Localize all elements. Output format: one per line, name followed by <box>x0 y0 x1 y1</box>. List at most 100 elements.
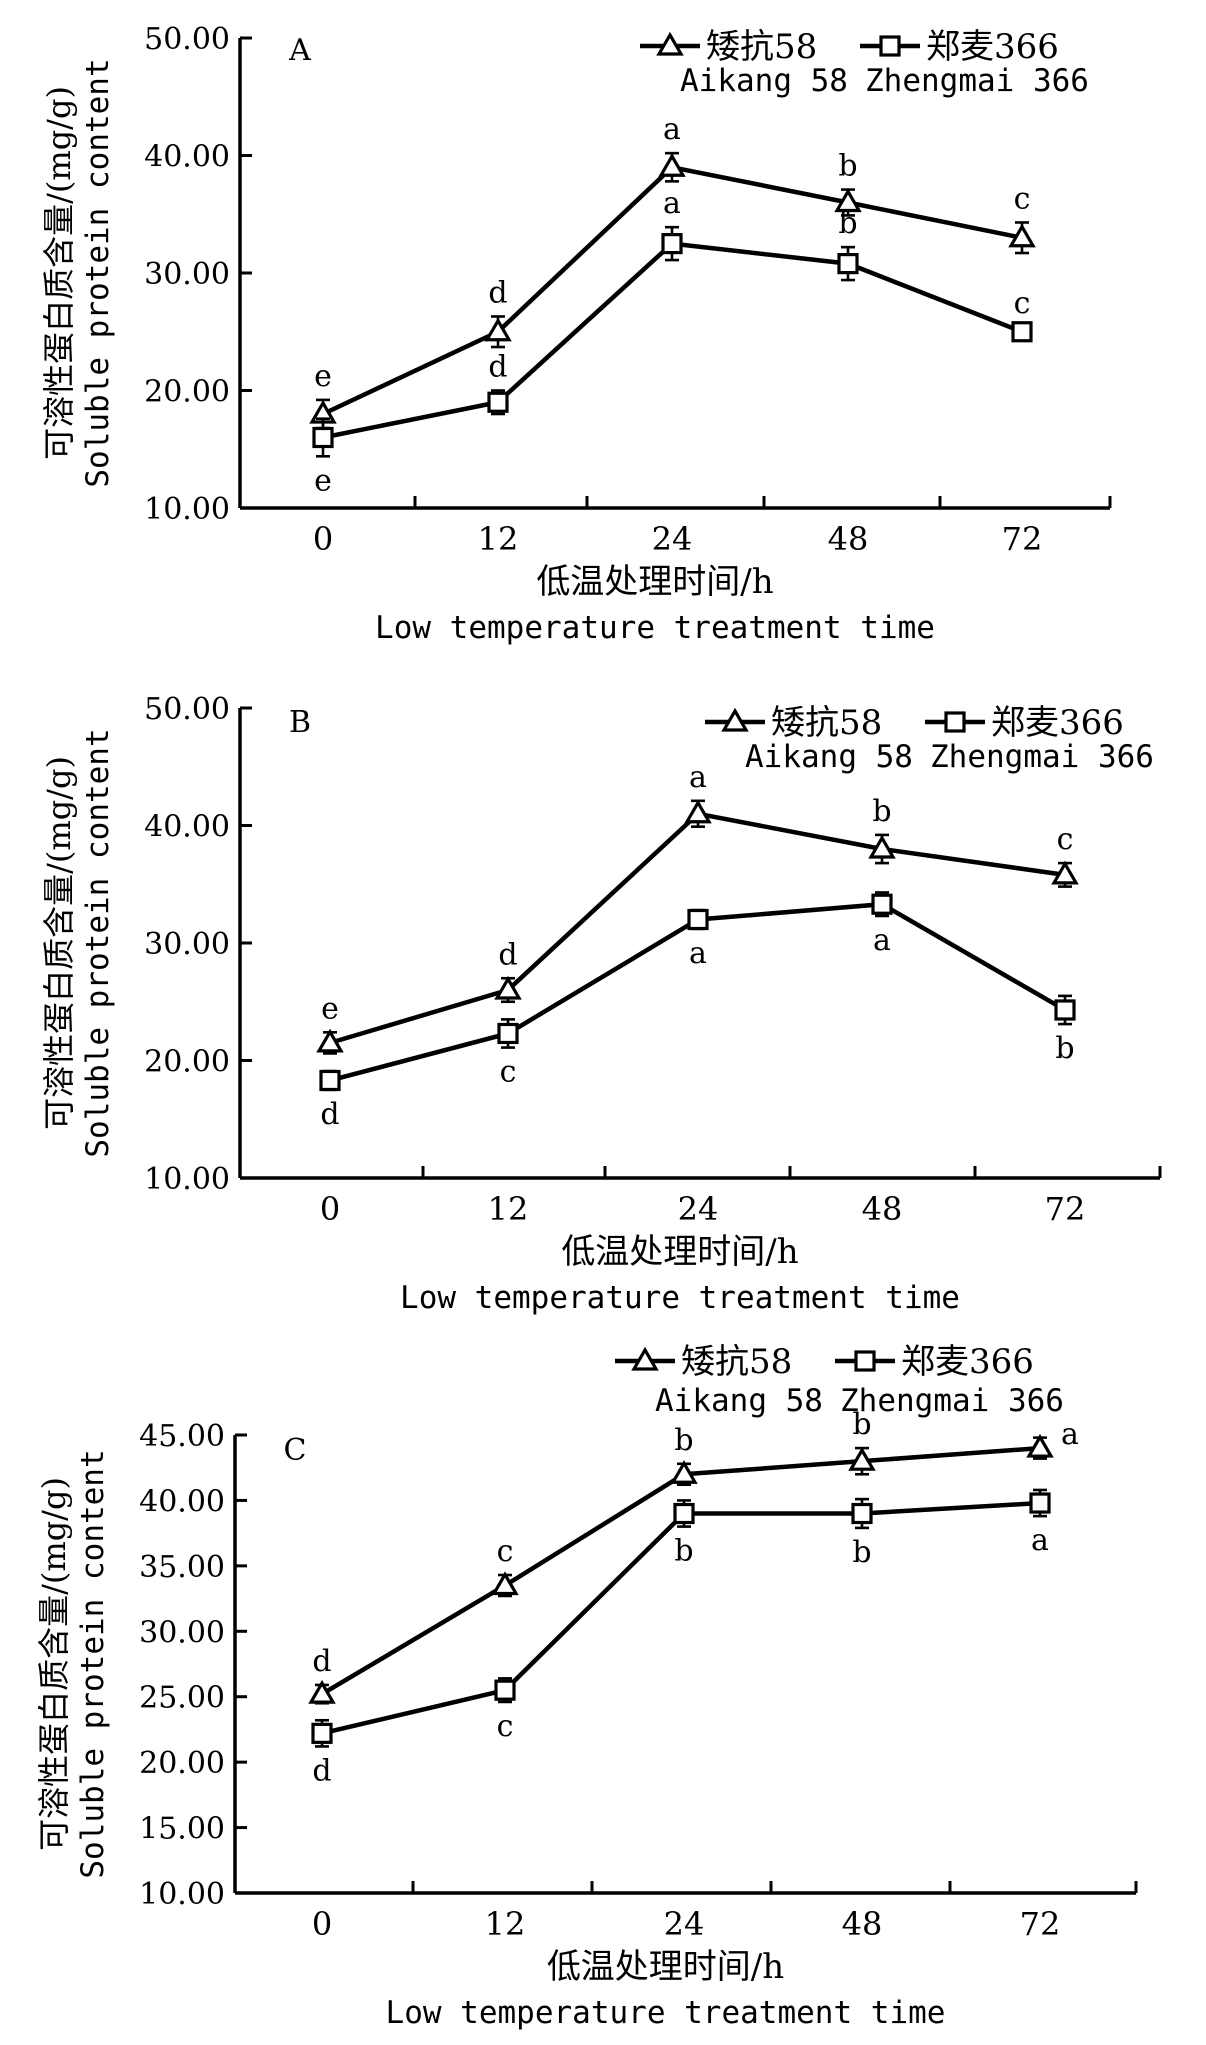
significance-letter: b <box>852 1535 871 1570</box>
x-tick-label: 24 <box>664 1905 705 1943</box>
legend-marker-square <box>879 35 901 57</box>
significance-letter: c <box>1057 822 1074 857</box>
y-tick-label: 45.00 <box>139 1419 225 1454</box>
data-point-square <box>1011 321 1033 343</box>
significance-letter: e <box>314 359 332 394</box>
x-tick-label: 48 <box>828 520 869 558</box>
data-point-triangle <box>308 1679 336 1704</box>
data-point-square <box>687 908 709 931</box>
panel-label: A <box>288 33 311 68</box>
y-tick-label: 40.00 <box>144 140 230 175</box>
y-tick-label: 10.00 <box>144 492 230 527</box>
data-point-triangle <box>834 188 862 213</box>
significance-letter: c <box>497 1709 514 1744</box>
y-tick-label: 10.00 <box>144 1162 230 1197</box>
significance-letter: d <box>488 275 507 310</box>
series-aikang58: e d a b c <box>316 760 1079 1055</box>
legend-marker-square <box>854 1350 876 1372</box>
y-axis-title-cn: 可溶性蛋白质含量/(mg/g) <box>35 1477 73 1851</box>
legend-label-cn: 矮抗58 <box>771 703 882 743</box>
series-aikang58: d c b b a <box>308 1407 1079 1705</box>
y-tick-label: 20.00 <box>144 1045 230 1080</box>
x-tick-label: 72 <box>1045 1190 1086 1228</box>
significance-letter: c <box>1014 286 1031 321</box>
legend-label-cn: 矮抗58 <box>681 1342 792 1382</box>
series-line <box>322 241 1023 440</box>
y-tick-label: 20.00 <box>144 375 230 410</box>
x-tick-label: 24 <box>678 1190 719 1228</box>
series-zhengmai366: d c b b a <box>311 1488 1051 1788</box>
x-axis-title-cn: 低温处理时间/h <box>561 1232 798 1272</box>
data-point-square <box>319 1069 341 1092</box>
data-point-square <box>837 253 859 275</box>
y-tick-label: 15.00 <box>139 1812 225 1847</box>
y-axis-title-group: 可溶性蛋白质含量/(mg/g) Soluble protein content <box>40 728 116 1157</box>
significance-letter: e <box>314 463 332 498</box>
data-point-square <box>871 893 893 915</box>
x-tick-label: 48 <box>842 1905 883 1943</box>
panel-label: B <box>289 705 311 740</box>
y-tick-label: 40.00 <box>139 1484 225 1519</box>
legend-label-cn: 郑麦366 <box>926 27 1059 67</box>
x-tick-label: 12 <box>488 1190 529 1228</box>
data-point-triangle <box>684 799 712 824</box>
legend-marker-square <box>944 711 966 733</box>
data-point-square <box>851 1502 873 1525</box>
significance-letter: b <box>872 794 891 829</box>
data-point-square <box>312 426 334 449</box>
significance-letter: b <box>1055 1031 1074 1066</box>
y-tick-label: 30.00 <box>144 927 230 962</box>
y-tick-label: 25.00 <box>139 1681 225 1716</box>
x-axis-title-en: Low temperature treatment time <box>400 1280 960 1316</box>
chart-panel-A: 10.00 20.00 30.00 40.00 50.00 0 12 24 48 72 低温处理时间… <box>40 22 1112 646</box>
significance-letter: a <box>1061 1417 1079 1452</box>
legend-label-en: Aikang 58 <box>745 739 913 775</box>
y-tick-label: 50.00 <box>144 22 230 57</box>
legend-label-en: Zhengmai 366 <box>930 739 1154 775</box>
data-point-square <box>1029 1492 1051 1514</box>
data-point-triangle <box>1008 223 1036 248</box>
series-zhengmai366: d c a a b <box>319 891 1076 1132</box>
x-tick-label: 12 <box>478 520 519 558</box>
legend-marker-triangle <box>631 1346 659 1371</box>
x-tick-label: 0 <box>312 1905 332 1943</box>
chart-panel-C: 10.00 15.00 20.00 25.00 30.00 35.00 40.00 45.00… <box>35 1342 1138 2031</box>
significance-letter: a <box>689 760 707 795</box>
y-tick-label: 50.00 <box>144 692 230 727</box>
x-axis-title-en: Low temperature treatment time <box>375 610 935 646</box>
y-axis-title-group: 可溶性蛋白质含量/(mg/g) Soluble protein content <box>35 1449 111 1878</box>
significance-letter: d <box>488 350 507 385</box>
y-tick-label: 30.00 <box>139 1615 225 1650</box>
data-point-triangle <box>868 834 896 859</box>
data-point-triangle <box>848 1446 876 1471</box>
data-point-triangle <box>484 317 512 342</box>
y-tick-label: 10.00 <box>139 1877 225 1912</box>
x-tick-label: 48 <box>862 1190 903 1228</box>
data-point-square <box>497 1022 519 1045</box>
series-line <box>329 901 1067 1083</box>
legend-label-en: Zhengmai 366 <box>865 63 1089 99</box>
x-axis-title-cn: 低温处理时间/h <box>547 1947 784 1987</box>
series-zhengmai366: e d a b c <box>312 186 1033 498</box>
significance-letter: d <box>320 1097 339 1132</box>
significance-letter: b <box>838 149 857 184</box>
series-aikang58: e d a b c <box>309 112 1036 430</box>
legend-label-cn: 矮抗58 <box>706 27 817 67</box>
x-axis-title-cn: 低温处理时间/h <box>536 562 773 602</box>
y-tick-label: 20.00 <box>139 1746 225 1781</box>
significance-letter: a <box>1031 1523 1049 1558</box>
data-point-square <box>673 1502 695 1525</box>
legend-label-en: Aikang 58 <box>680 63 848 99</box>
data-point-triangle <box>1026 1433 1054 1458</box>
data-point-triangle <box>1051 860 1079 885</box>
y-tick-label: 40.00 <box>144 810 230 845</box>
legend-label-en: Zhengmai 366 <box>840 1383 1064 1419</box>
data-point-square <box>487 391 509 413</box>
data-point-triangle <box>494 975 522 1000</box>
y-axis-title-en: Soluble protein content <box>80 58 116 487</box>
significance-letter: a <box>689 936 707 971</box>
